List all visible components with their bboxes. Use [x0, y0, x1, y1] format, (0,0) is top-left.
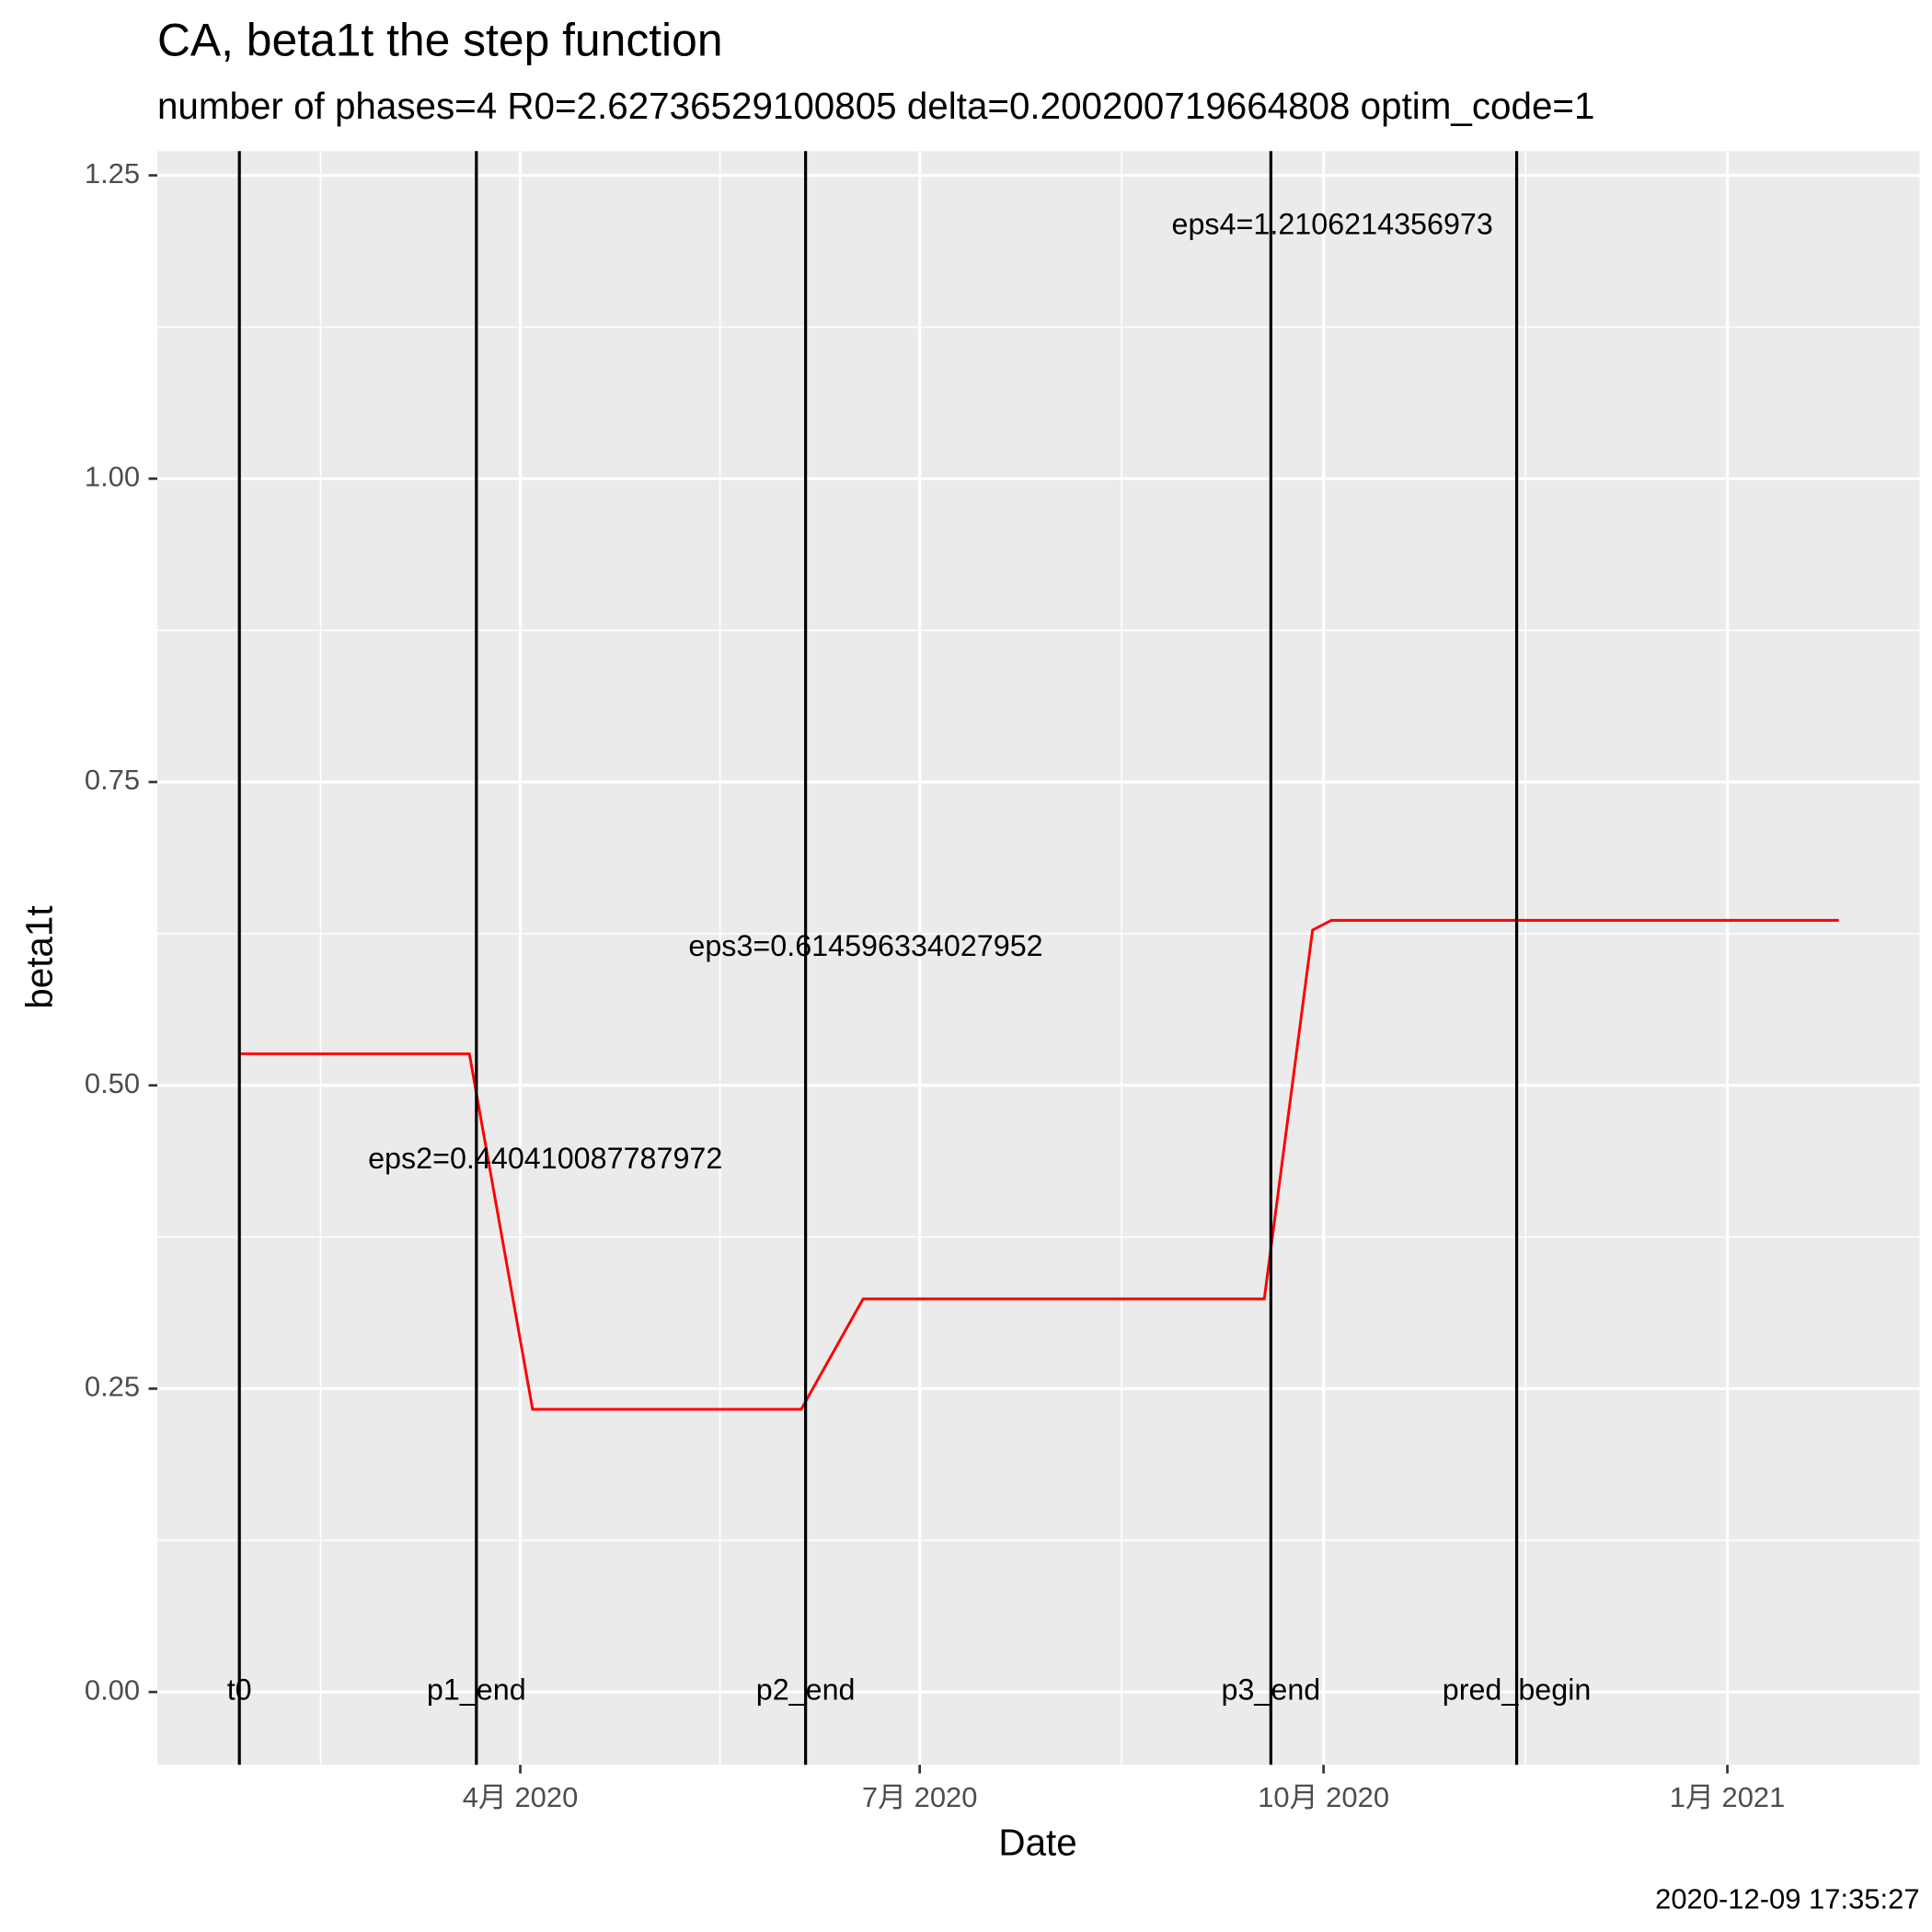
y-tick-label: 0.50 [85, 1067, 140, 1099]
vertical-line-label: p1_end [427, 1673, 526, 1707]
chart-subtitle: number of phases=4 R0=2.62736529100805 d… [157, 85, 1595, 127]
y-tick-label: 0.25 [85, 1371, 140, 1403]
vertical-line-label: p2_end [756, 1673, 856, 1707]
y-tick-label: 0.75 [85, 764, 140, 796]
vertical-line-label: pred_begin [1443, 1673, 1592, 1707]
x-tick-label: 1月 2021 [1670, 1781, 1786, 1813]
vertical-line-label: p3_end [1221, 1673, 1320, 1707]
annotation: eps3=0.614596334027952 [688, 929, 1042, 962]
y-tick-label: 0.00 [85, 1673, 140, 1706]
marks: t0 p1_end p2_end p3_end pred_begin eps2=0.440… [227, 151, 1839, 1765]
caption: 2020-12-09 17:35:27 [1655, 1883, 1919, 1915]
y-axis-title: beta1t [17, 905, 60, 1008]
chart-title: CA, beta1t the step function [157, 14, 723, 65]
y-tick-label: 1.25 [85, 157, 140, 190]
line [239, 918, 1839, 1411]
x-tick-label: 7月 2020 [862, 1781, 978, 1813]
vertical-line-label: t0 [227, 1673, 252, 1707]
annotation: eps4=1.2106214356973 [1172, 208, 1493, 241]
x-axis-title: Date [998, 1821, 1076, 1863]
y-tick-label: 1.00 [85, 460, 140, 492]
x-tick-label: 4月 2020 [463, 1781, 579, 1813]
grid [156, 151, 1920, 1765]
annotation: eps2=0.440410087787972 [368, 1142, 722, 1175]
panel [156, 151, 1920, 1765]
x-tick-label: 10月 2020 [1258, 1781, 1389, 1813]
